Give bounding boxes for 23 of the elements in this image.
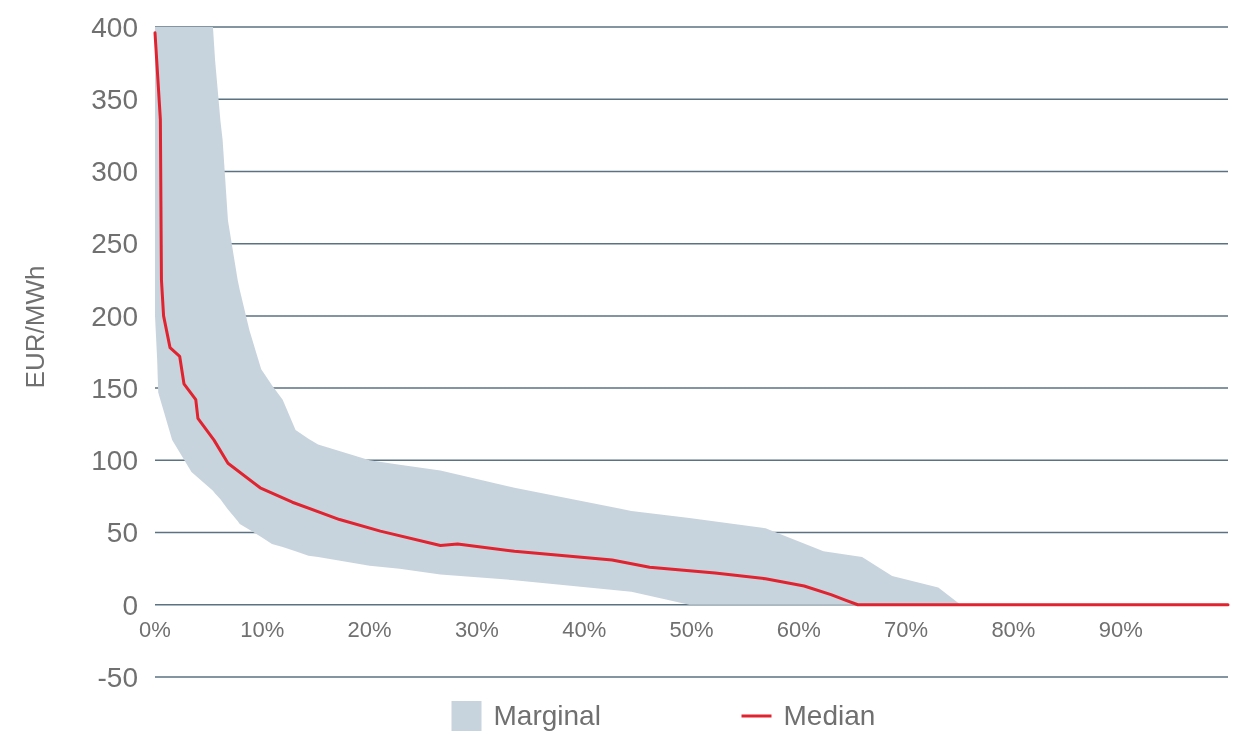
x-tick-label: 50% — [669, 616, 714, 642]
y-tick-label: 350 — [91, 84, 138, 116]
y-axis-title: EUR/MWh — [20, 265, 50, 389]
x-tick-label: 30% — [454, 616, 499, 642]
y-tick-label: -50 — [97, 661, 138, 693]
x-tick-label: 60% — [776, 616, 821, 642]
y-tick-label: 50 — [106, 517, 138, 549]
y-tick-label: 0 — [122, 589, 138, 621]
y-tick-label: 400 — [91, 11, 138, 43]
legend-label: Marginal — [493, 700, 601, 731]
x-tick-label: 0% — [139, 616, 171, 642]
y-tick-label: 200 — [91, 300, 138, 332]
legend-label: Median — [783, 700, 876, 731]
y-tick-label: 150 — [91, 372, 138, 404]
x-tick-label: 10% — [240, 616, 285, 642]
y-tick-label: 100 — [91, 445, 138, 477]
x-tick-label: 20% — [347, 616, 392, 642]
y-tick-label: 300 — [91, 156, 138, 188]
x-tick-label: 40% — [562, 616, 607, 642]
x-tick-label: 70% — [884, 616, 929, 642]
x-tick-label: 80% — [991, 616, 1036, 642]
x-tick-label: 90% — [1098, 616, 1143, 642]
y-tick-label: 250 — [91, 228, 138, 260]
